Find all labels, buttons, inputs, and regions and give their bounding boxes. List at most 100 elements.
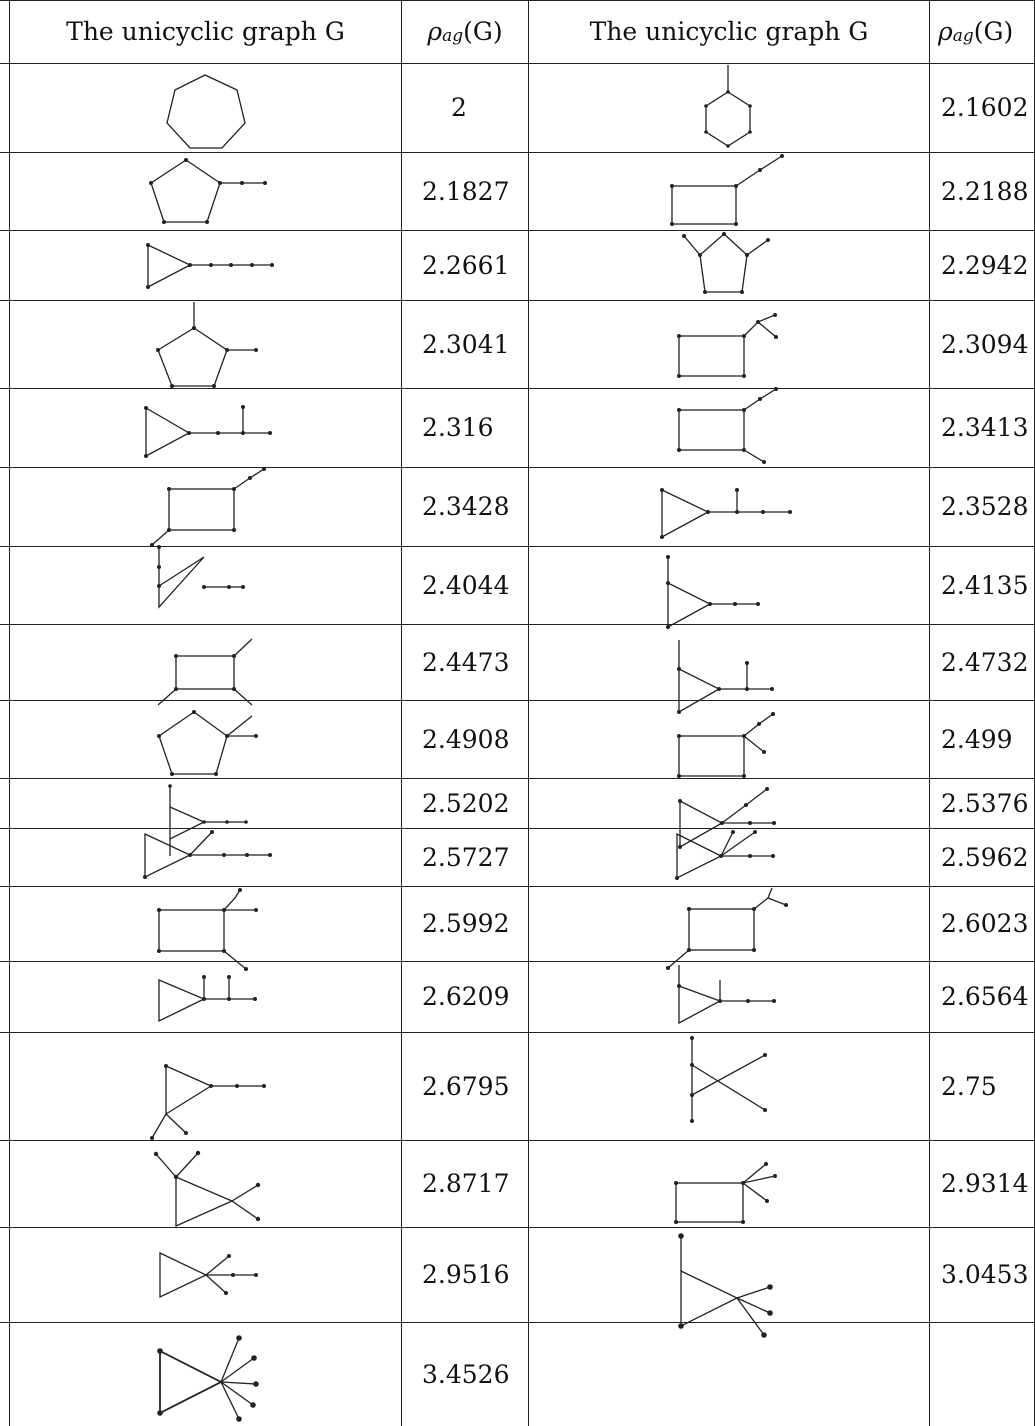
- rho-value-right: 2.2942: [941, 250, 1029, 280]
- rho-value-left: 2.3041: [422, 329, 510, 359]
- graph-rectangle-fork-tail: [157, 888, 258, 971]
- table-rule: [0, 961, 1035, 962]
- table-rule: [0, 700, 1035, 701]
- graph-triangle-tail-path: [157, 545, 245, 609]
- graph-pentagon-two-pendants: [682, 232, 770, 294]
- graph-triangle-branches: [678, 787, 776, 849]
- rho-subscript: ag: [442, 25, 464, 46]
- graph-pentagon-path: [149, 158, 267, 224]
- table-rule: [0, 388, 1035, 389]
- rho-symbol: ρ: [938, 17, 953, 46]
- rho-value-right: 2.3528: [941, 492, 1029, 521]
- rho-value-right: 2.499: [941, 724, 1013, 754]
- rho-value-left: 2.1827: [422, 176, 510, 206]
- header-rho-left: ρ ag (G): [402, 0, 528, 63]
- rho-value-left: 2.9516: [422, 1260, 510, 1289]
- graph-rectangle-two-tails-b: [666, 887, 788, 970]
- graph-pentagon-fork: [157, 710, 258, 776]
- rho-value-right: 2.2188: [941, 176, 1029, 206]
- graph-rectangle-three-tails: [157, 638, 253, 706]
- graph-triangle-pendant-path-b: [677, 965, 776, 1025]
- rho-value-left: 2.316: [422, 413, 494, 442]
- rho-value-left: 2.4044: [422, 570, 510, 600]
- rho-value-right: 2.5962: [941, 842, 1029, 872]
- rho-value-left: 2: [451, 93, 467, 122]
- table-rule: [0, 0, 1035, 1]
- table-rule: [0, 828, 1035, 829]
- graph-triangle-pendant-path: [677, 640, 774, 714]
- graph-triangle-path-pendant: [144, 405, 272, 458]
- graph-triangle-dense-star: [157, 1335, 259, 1422]
- rho-value-right: 3.0453: [941, 1260, 1029, 1289]
- rho-symbol: ρ: [427, 17, 443, 46]
- rho-value-right: 2.3094: [941, 329, 1029, 359]
- graph-triangle-star: [159, 1251, 258, 1299]
- graph-pentagon-pendants-b: [156, 302, 258, 388]
- table-rule: [528, 0, 529, 1426]
- table-rule: [0, 230, 1035, 231]
- graph-rectangle-path-pendant: [677, 387, 778, 464]
- graph-triangle-branch-path: [143, 830, 272, 879]
- graph-triangle-tail-path-b: [666, 555, 760, 629]
- graph-triangle-fork-pendants: [153, 1150, 261, 1228]
- graph-triangle-path: [146, 243, 274, 289]
- rho-value-left: 2.5202: [422, 788, 510, 818]
- rho-value-right: 2.5376: [941, 788, 1029, 818]
- table-rule: [0, 152, 1035, 153]
- graph-hexagon-pendant: [704, 65, 752, 148]
- rho-value-right: 2.1602: [941, 93, 1029, 122]
- rho-value-right: 2.4732: [941, 647, 1029, 677]
- table-rule: [0, 1140, 1035, 1141]
- table-rule: [0, 1032, 1035, 1033]
- table-rule: [0, 467, 1035, 468]
- rho-value-left: 2.6209: [422, 982, 510, 1011]
- table-rule: [0, 1322, 1035, 1323]
- graph-triangle-path-fork: [150, 1064, 266, 1140]
- graph-rectangle-three-pendants: [674, 1162, 777, 1224]
- table-rule: [0, 63, 1035, 64]
- table-rule: [0, 886, 1035, 887]
- graph-triangle-big-star: [678, 1233, 773, 1338]
- header-graph-right: The unicyclic graph G: [589, 17, 869, 46]
- header-graph-left: The unicyclic graph G: [66, 17, 345, 46]
- graph-rectangle-path-pendant-b: [677, 712, 775, 778]
- rho-value-right: 2.75: [941, 1071, 997, 1101]
- graph-rectangle-two-tails: [150, 467, 266, 547]
- table-rule: [0, 624, 1035, 625]
- rho-value-right: 2.9314: [941, 1169, 1029, 1198]
- rho-argument: (G): [463, 17, 503, 46]
- rho-value-right: 2.6023: [941, 909, 1029, 938]
- graph-triangle-path-pendant-b: [660, 488, 792, 539]
- graph-triangle-long-tails: [168, 784, 248, 856]
- rho-value-right: 2.4135: [941, 570, 1029, 600]
- rho-value-left: 2.4473: [422, 647, 510, 677]
- rho-value-left: 2.2661: [422, 250, 510, 280]
- table-rule: [401, 0, 402, 1426]
- rho-value-right: 2.6564: [941, 982, 1029, 1011]
- graph-rectangle-fork: [677, 313, 778, 378]
- header-rho-right: ρ ag (G): [930, 0, 1035, 63]
- rho-value-left: 2.5992: [422, 909, 510, 938]
- rho-value-left: 3.4526: [422, 1359, 510, 1389]
- table-rule: [0, 778, 1035, 779]
- rho-subscript: ag: [952, 25, 974, 46]
- graph-rectangle-path: [670, 154, 784, 226]
- rho-value-left: 2.6795: [422, 1071, 510, 1101]
- graph-bowtie-star: [690, 1036, 767, 1123]
- rho-value-left: 2.8717: [422, 1169, 510, 1198]
- graph-triangle-fan: [675, 830, 775, 880]
- table-rule: [9, 0, 10, 1426]
- table-rule: [0, 300, 1035, 301]
- rho-argument: (G): [973, 17, 1014, 46]
- table-rule: [0, 1227, 1035, 1228]
- rho-value-left: 2.3428: [422, 492, 510, 521]
- rho-value-left: 2.4908: [422, 724, 510, 754]
- graph-cycle-7: [166, 74, 246, 149]
- rho-value-left: 2.5727: [422, 842, 510, 872]
- graph-triangle-double-pendant: [158, 975, 257, 1023]
- table-rule: [0, 546, 1035, 547]
- table-rule: [929, 0, 930, 1426]
- rho-value-right: 2.3413: [941, 413, 1029, 442]
